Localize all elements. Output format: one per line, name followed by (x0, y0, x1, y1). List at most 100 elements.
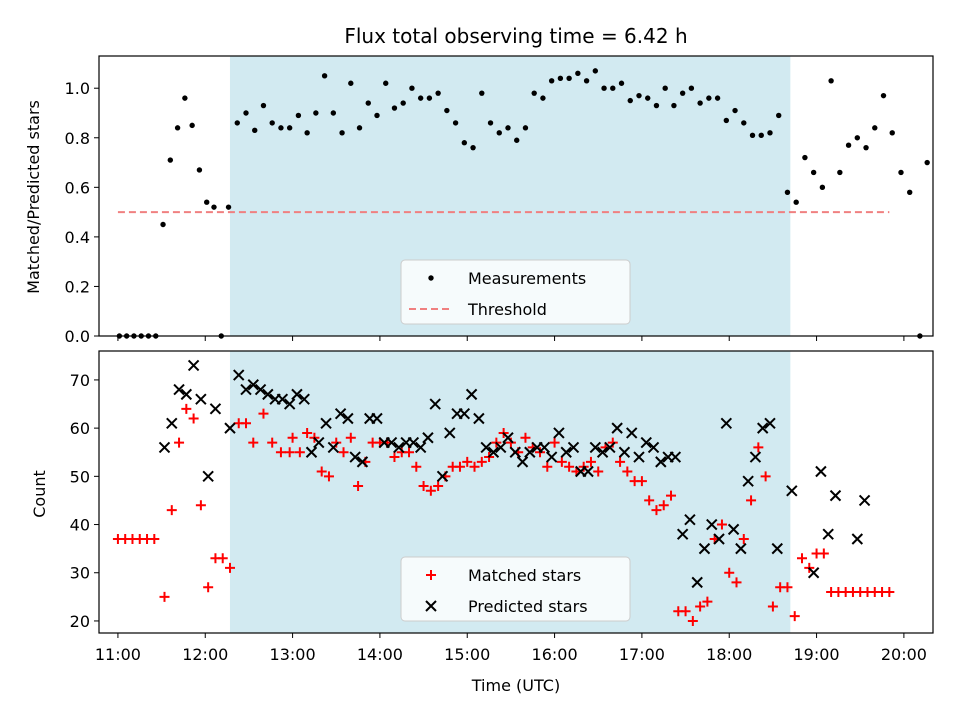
measurement-point (330, 110, 337, 116)
predicted-star-point (727, 523, 740, 536)
predicted-star-point (764, 417, 776, 430)
predicted-star-point (669, 451, 682, 463)
predicted-star-point (509, 446, 521, 458)
matched-star-point (389, 452, 400, 463)
matched-star-point (316, 466, 327, 477)
matched-star-point (345, 432, 356, 443)
predicted-star-point (604, 441, 616, 454)
predicted-star-point (495, 441, 507, 454)
measurement-point (182, 95, 188, 101)
measurement-point (776, 112, 782, 119)
predicted-star-point (720, 417, 733, 430)
matched-star-point (331, 437, 342, 448)
predicted-star-point (187, 359, 200, 372)
predicted-star-point (356, 456, 369, 468)
matched-star-point (462, 456, 473, 467)
measurement-point (898, 169, 904, 176)
matched-star-point (731, 577, 742, 588)
matched-star-point (267, 437, 278, 448)
measurement-point (636, 92, 642, 99)
measurement-point (863, 144, 869, 151)
measurement-point (470, 144, 476, 151)
measurement-point (907, 189, 913, 195)
matched-star-point (411, 461, 422, 472)
matched-star-point (585, 456, 596, 467)
predicted-star-point (553, 427, 565, 439)
matched-star-point (294, 447, 305, 458)
measurement-point (269, 120, 275, 126)
matched-star-point (738, 534, 749, 544)
measurement-point (435, 90, 441, 96)
measurement-point (723, 117, 730, 124)
measurement-point (610, 85, 616, 91)
matched-star-point (724, 567, 735, 578)
measurement-point (461, 140, 468, 146)
measurement-point (160, 221, 166, 228)
matched-star-point (149, 534, 160, 544)
predicted-star-point (633, 451, 645, 463)
predicted-star-point (429, 398, 441, 410)
measurement-point (662, 85, 668, 91)
predicted-star-point (195, 393, 207, 405)
predicted-star-point (209, 403, 222, 415)
matched-star-point (651, 505, 662, 516)
measurement-point (592, 68, 599, 74)
matched-star-point (520, 432, 531, 443)
predicted-star-point (166, 417, 178, 430)
matched-star-point (818, 548, 829, 559)
x-tick-label: 13:00 (270, 645, 316, 664)
measurement-point (627, 97, 633, 104)
predicted-star-point (173, 383, 185, 396)
predicted-star-point (247, 379, 259, 391)
matched-star-point (789, 611, 800, 622)
measurement-point (601, 85, 607, 91)
measurement-point (400, 100, 406, 106)
measurement-point (583, 78, 590, 84)
predicted-star-point (480, 441, 492, 454)
measurement-point (321, 73, 328, 79)
y-tick-label: 0.4 (65, 228, 90, 247)
matched-star-point (658, 500, 669, 511)
measurement-point (854, 135, 861, 141)
measurement-point (548, 78, 555, 84)
matched-star-point (476, 456, 487, 467)
matched-star-point (469, 461, 480, 472)
predicted-star-point (749, 451, 762, 463)
matched-star-point (622, 466, 633, 477)
y-tick-label: 0.8 (65, 129, 90, 148)
measurement-point (566, 75, 572, 82)
bottom-axes: 20 30 40 50 60 70 11:00 12:00 13:00 14:00 15:00 16:… (70, 350, 934, 664)
predicted-star-point (851, 533, 864, 545)
measurement-point (688, 85, 695, 91)
measurement-point (880, 92, 887, 99)
legend-label: Predicted stars (468, 597, 588, 616)
measurement-point (837, 169, 843, 176)
matched-star-point (425, 485, 436, 496)
y-tick-label: 0.2 (65, 277, 90, 296)
predicted-star-point (320, 417, 332, 430)
matched-star-point (644, 495, 655, 506)
axes-frame (98, 55, 934, 337)
matched-star-point (615, 456, 626, 467)
y-tick-label: 20 (70, 612, 90, 631)
measurement-point (365, 100, 371, 106)
measurement-point (784, 189, 791, 195)
predicted-star-point (735, 542, 747, 555)
measurement-point (575, 70, 581, 77)
matched-star-point (746, 495, 757, 506)
measurement-point (356, 125, 363, 131)
matched-star-point (241, 418, 252, 429)
measurement-point (505, 125, 511, 131)
matched-star-point (353, 480, 364, 491)
predicted-star-point (298, 393, 310, 405)
matched-star-point (607, 437, 618, 448)
measurement-point (671, 102, 677, 109)
measurement-point (167, 157, 174, 163)
predicted-star-point (545, 451, 558, 463)
matched-star-point (217, 553, 228, 564)
matched-star-point (418, 480, 429, 491)
legend-label: Matched stars (468, 566, 581, 585)
predicted-star-point (224, 422, 236, 434)
predicted-star-point (706, 518, 718, 531)
